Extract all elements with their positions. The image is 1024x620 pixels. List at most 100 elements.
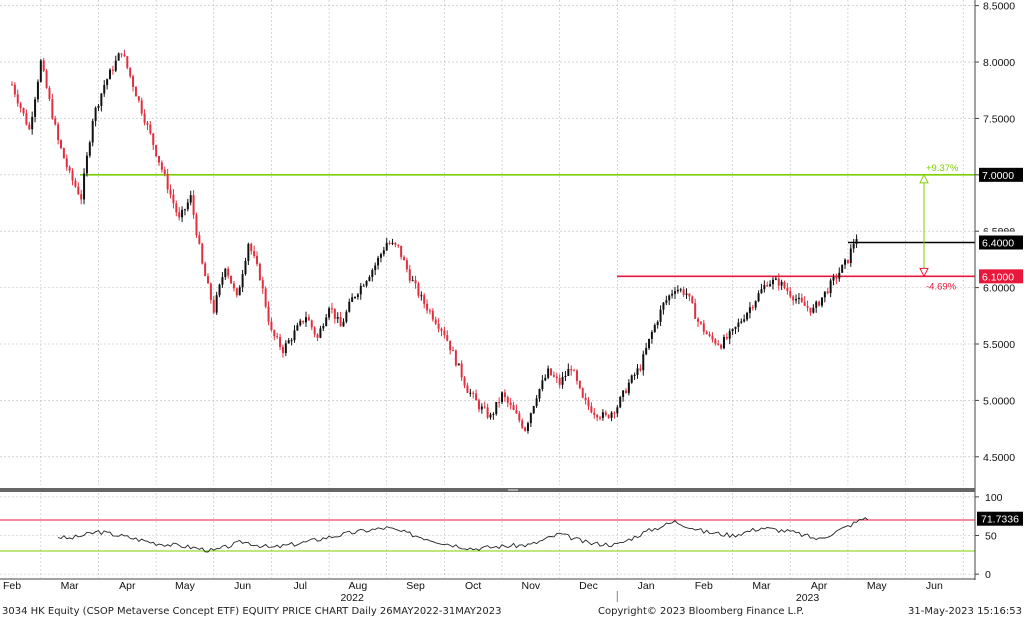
price-candle-body <box>13 84 16 95</box>
price-candle-body <box>426 303 429 311</box>
price-candle-body <box>230 275 233 284</box>
price-candle-body <box>296 325 299 331</box>
price-candle-body <box>524 427 527 431</box>
price-candle-body <box>789 291 792 297</box>
price-candle-body <box>414 280 417 284</box>
price-candle-body <box>420 295 423 297</box>
price-candle-body <box>734 326 737 329</box>
price-candle-body <box>581 388 584 398</box>
price-candle-body <box>449 340 452 351</box>
target-level-tag-label: 7.0000 <box>982 170 1014 182</box>
support-pct-label: -4.69% <box>926 281 957 292</box>
price-candle-body <box>186 202 189 210</box>
price-candle-body <box>460 363 463 378</box>
price-candle-body <box>169 189 172 195</box>
support-level-tag-label: 6.1000 <box>982 271 1014 283</box>
axes <box>0 0 976 580</box>
price-candle-body <box>204 263 207 277</box>
price-candle-body <box>846 259 849 263</box>
price-candle-body <box>509 402 512 406</box>
price-candle-body <box>783 281 786 288</box>
target-level-tag <box>979 167 1023 182</box>
price-candle-body <box>593 412 596 415</box>
price-candle-body <box>492 413 495 415</box>
price-candle-body <box>662 302 665 310</box>
price-candle-body <box>106 79 109 85</box>
price-candle-body <box>434 319 437 324</box>
price-candle-body <box>829 280 832 294</box>
price-candle-body <box>137 96 140 101</box>
price-candle-body <box>339 316 342 327</box>
price-candle-body <box>85 155 88 174</box>
price-candle-body <box>114 60 117 71</box>
price-candle-body <box>694 303 697 319</box>
price-candle-body <box>143 113 146 123</box>
price-candle-body <box>575 370 578 381</box>
price-candle-body <box>676 289 679 292</box>
price-candle-body <box>333 308 336 319</box>
month-label: Aug <box>349 580 368 592</box>
price-candle-body <box>273 330 276 337</box>
price-candle-body <box>302 320 305 323</box>
month-label: Mar <box>61 580 80 592</box>
price-candle-body <box>818 301 821 306</box>
price-candle-body <box>838 272 841 279</box>
price-candle-body <box>601 412 604 418</box>
price-candle-body <box>844 259 847 265</box>
price-candle-body <box>359 285 362 295</box>
price-candle-body <box>382 250 385 255</box>
price-candle-body <box>71 170 74 181</box>
price-candle-body <box>668 295 671 301</box>
price-candle-body <box>454 350 457 366</box>
price-candle-body <box>720 344 723 349</box>
price-candle-body <box>299 320 302 326</box>
price-candle-body <box>218 284 221 296</box>
price-candle-body <box>316 334 319 338</box>
price-candle-body <box>578 380 581 389</box>
price-candle-body <box>835 276 838 279</box>
price-candle-body <box>209 283 212 300</box>
price-tick-label: 7.5000 <box>983 113 1015 125</box>
price-candle-body <box>132 76 135 88</box>
price-candle-body <box>622 390 625 398</box>
price-candle-body <box>731 328 734 332</box>
price-candle-body <box>760 289 763 294</box>
month-axis-labels: Feb Mar Apr May Jun Jul Aug Sep Oct Nov Dec Jan Feb M… <box>3 580 943 604</box>
month-label: Jul <box>294 580 307 592</box>
price-candle-body <box>201 243 204 264</box>
price-candle-body <box>826 291 829 294</box>
price-candle-body <box>820 297 823 306</box>
price-candle-body <box>345 311 348 322</box>
price-candle-body <box>596 414 599 418</box>
price-candle-body <box>567 368 570 376</box>
rsi-grid <box>0 493 975 578</box>
price-candle-body <box>642 354 645 371</box>
price-candle-body <box>653 325 656 333</box>
price-candle-body <box>486 407 489 418</box>
price-candle-body <box>391 242 394 244</box>
price-candle-body <box>181 209 184 218</box>
month-label: Apr <box>119 580 136 592</box>
price-candle-body <box>552 375 555 377</box>
price-candle-body <box>682 289 685 295</box>
price-candle-body <box>276 336 279 338</box>
price-candle-body <box>679 289 682 291</box>
price-candle-body <box>152 133 155 146</box>
price-candle-body <box>224 268 227 278</box>
price-candle-body <box>627 382 630 394</box>
price-candle-body <box>538 389 541 399</box>
price-candle-body <box>319 328 322 338</box>
price-candle-body <box>160 162 163 170</box>
price-candle-body <box>403 257 406 261</box>
price-candle-body <box>163 169 166 174</box>
price-candle-body <box>60 140 63 149</box>
price-candle-body <box>279 337 282 347</box>
price-candle-body <box>253 251 256 256</box>
month-label: Feb <box>3 580 21 592</box>
rsi-series <box>0 517 975 553</box>
price-candle-body <box>36 81 39 100</box>
price-candle-body <box>322 325 325 329</box>
price-candle-body <box>261 280 264 289</box>
price-candle-body <box>227 268 230 276</box>
